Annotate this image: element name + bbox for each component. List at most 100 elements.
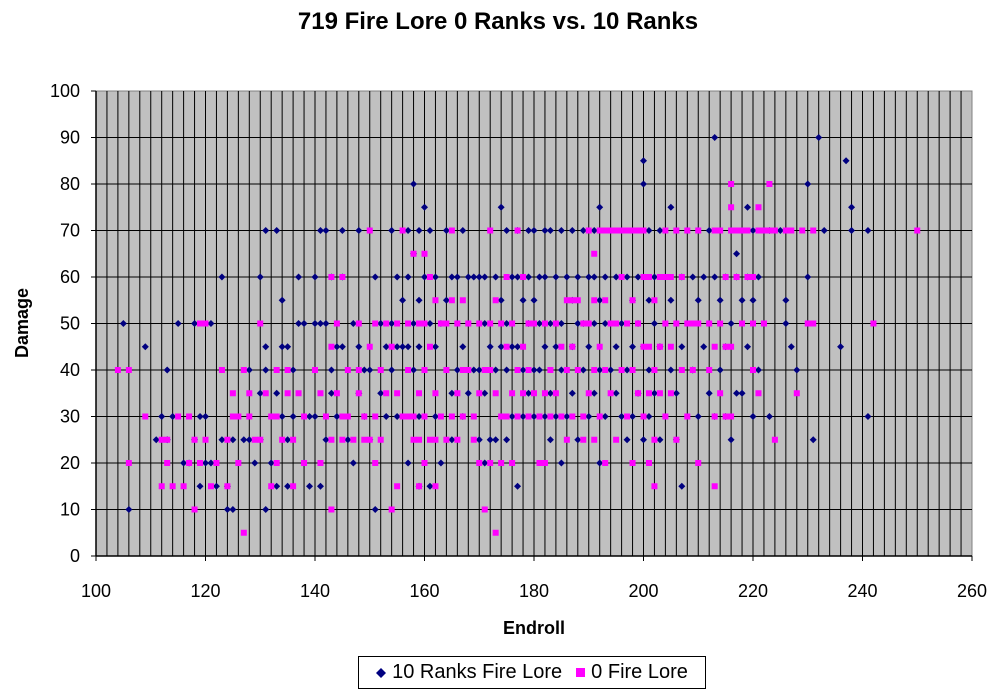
point-0-fire-lore — [722, 343, 729, 350]
y-tick-label: 100 — [50, 81, 80, 101]
point-0-fire-lore — [180, 483, 187, 490]
point-10-ranks — [262, 506, 270, 513]
point-10-ranks — [552, 343, 560, 351]
point-10-ranks — [497, 203, 505, 211]
point-10-ranks — [212, 482, 220, 490]
point-10-ranks — [344, 436, 352, 444]
point-10-ranks — [196, 482, 204, 490]
point-0-fire-lore — [591, 367, 598, 373]
point-0-fire-lore — [366, 343, 373, 350]
point-10-ranks — [744, 343, 752, 351]
point-0-fire-lore — [235, 413, 242, 420]
point-0-fire-lore — [503, 343, 510, 350]
point-10-ranks — [727, 436, 735, 444]
point-10-ranks — [306, 413, 314, 420]
point-0-fire-lore — [202, 320, 209, 327]
point-10-ranks — [640, 180, 647, 188]
point-10-ranks — [514, 343, 522, 351]
point-0-fire-lore — [793, 390, 800, 397]
point-10-ranks — [557, 459, 565, 467]
point-10-ranks — [338, 343, 346, 351]
point-10-ranks — [316, 320, 324, 327]
point-0-fire-lore — [426, 274, 433, 280]
point-0-fire-lore — [810, 320, 817, 327]
point-0-fire-lore — [465, 320, 472, 327]
point-10-ranks — [404, 273, 412, 281]
point-0-fire-lore — [350, 436, 357, 443]
point-0-fire-lore — [448, 297, 455, 304]
point-10-ranks — [546, 389, 554, 397]
point-10-ranks — [311, 413, 319, 420]
point-10-ranks — [650, 320, 658, 327]
point-10-ranks — [141, 343, 149, 351]
point-0-fire-lore — [706, 320, 713, 327]
point-0-fire-lore — [421, 320, 428, 327]
point-0-fire-lore — [421, 367, 428, 373]
point-10-ranks — [481, 389, 489, 397]
point-10-ranks — [557, 320, 565, 327]
point-0-fire-lore — [394, 483, 401, 490]
point-10-ranks — [765, 413, 773, 420]
point-0-fire-lore — [728, 227, 735, 234]
point-10-ranks — [629, 413, 637, 420]
point-10-ranks — [481, 459, 489, 467]
point-0-fire-lore — [547, 367, 554, 373]
point-10-ranks — [782, 320, 790, 327]
point-10-ranks — [481, 320, 489, 327]
point-10-ranks — [448, 436, 456, 444]
point-0-fire-lore — [717, 227, 724, 234]
point-10-ranks — [738, 389, 746, 397]
point-0-fire-lore — [722, 413, 729, 420]
point-10-ranks — [366, 366, 374, 374]
point-0-fire-lore — [514, 227, 521, 234]
point-10-ranks — [525, 389, 533, 397]
point-10-ranks — [196, 413, 204, 420]
point-0-fire-lore — [503, 274, 510, 280]
point-10-ranks — [169, 413, 177, 420]
point-10-ranks — [514, 273, 522, 281]
point-10-ranks — [355, 343, 363, 351]
point-10-ranks — [278, 296, 286, 304]
point-10-ranks — [256, 273, 264, 281]
point-0-fire-lore — [262, 390, 269, 397]
point-10-ranks — [864, 227, 872, 234]
point-0-fire-lore — [662, 413, 669, 420]
point-10-ranks — [202, 459, 209, 467]
point-10-ranks — [574, 436, 582, 444]
point-10-ranks — [289, 366, 297, 374]
point-10-ranks — [618, 413, 626, 420]
point-0-fire-lore — [602, 227, 609, 234]
point-0-fire-lore — [437, 320, 444, 327]
point-10-ranks — [256, 389, 264, 397]
point-10-ranks — [262, 366, 270, 374]
point-10-ranks — [180, 459, 188, 467]
point-0-fire-lore — [602, 367, 609, 373]
point-0-fire-lore — [678, 367, 685, 373]
point-10-ranks — [284, 343, 292, 351]
point-0-fire-lore — [410, 436, 417, 443]
point-0-fire-lore — [492, 529, 499, 536]
point-10-ranks — [355, 227, 363, 234]
point-0-fire-lore — [333, 320, 340, 327]
point-0-fire-lore — [372, 413, 379, 420]
point-10-ranks — [623, 366, 631, 374]
point-10-ranks — [426, 227, 434, 234]
point-0-fire-lore — [541, 390, 548, 397]
point-10-ranks — [519, 296, 527, 304]
x-tick-label: 240 — [847, 581, 877, 601]
point-10-ranks — [541, 227, 549, 234]
point-0-fire-lore — [607, 320, 614, 327]
point-10-ranks — [486, 343, 494, 351]
point-10-ranks — [393, 413, 401, 420]
point-10-ranks — [327, 366, 335, 374]
point-0-fire-lore — [596, 343, 603, 350]
point-10-ranks — [316, 227, 324, 234]
point-10-ranks — [820, 227, 828, 234]
x-tick-label: 100 — [81, 581, 111, 601]
point-0-fire-lore — [640, 274, 647, 280]
point-0-fire-lore — [602, 460, 609, 466]
point-0-fire-lore — [273, 460, 280, 466]
point-0-fire-lore — [536, 460, 543, 466]
point-10-ranks — [442, 296, 450, 304]
point-10-ranks — [442, 227, 450, 234]
